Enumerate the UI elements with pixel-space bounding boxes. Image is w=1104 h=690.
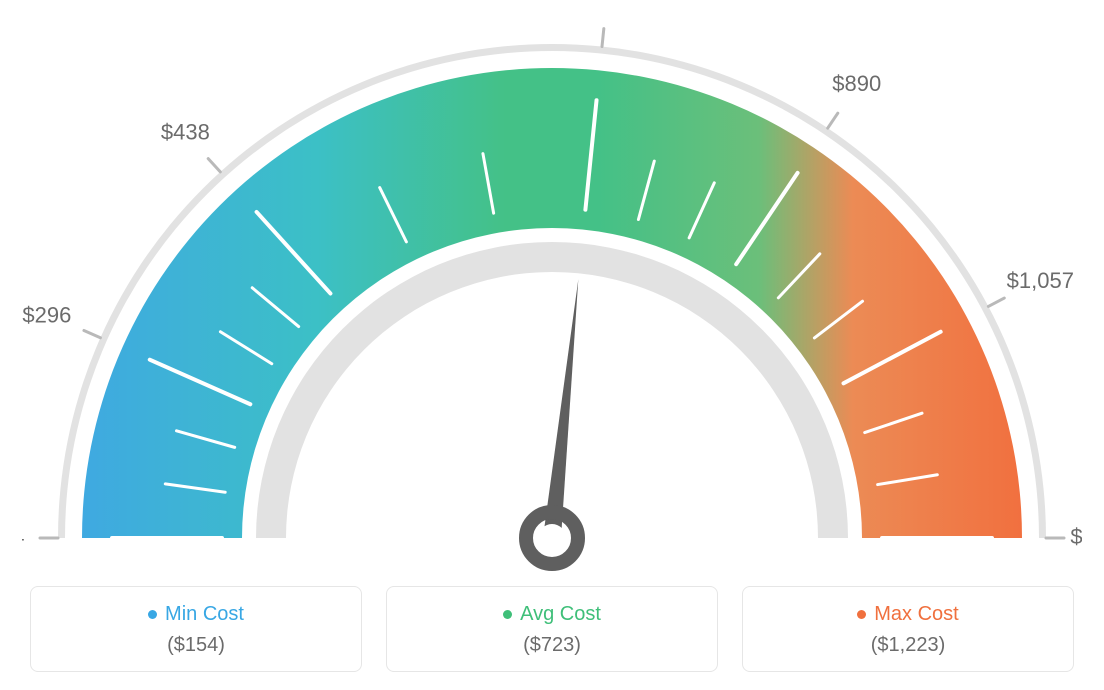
legend-max-dot: [857, 610, 866, 619]
svg-text:$1,223: $1,223: [1070, 524, 1082, 549]
legend-max-value: ($1,223): [871, 634, 946, 657]
legend-max-label: Max Cost: [874, 603, 958, 626]
legend-min-label: Min Cost: [165, 603, 244, 626]
legend-avg-value: ($723): [523, 634, 581, 657]
legend-max-card: Max Cost ($1,223): [742, 586, 1074, 672]
legend-min-dot: [148, 610, 157, 619]
svg-text:$1,057: $1,057: [1007, 268, 1074, 293]
legend-min-top: Min Cost: [148, 603, 244, 626]
legend-avg-label: Avg Cost: [520, 603, 601, 626]
svg-text:$890: $890: [832, 71, 881, 96]
legend-avg-dot: [503, 610, 512, 619]
svg-text:$296: $296: [22, 303, 71, 328]
legend-avg-top: Avg Cost: [503, 603, 601, 626]
legend-row: Min Cost ($154) Avg Cost ($723) Max Cost…: [0, 586, 1104, 672]
gauge: $154$296$438$723$890$1,057$1,223: [22, 18, 1082, 578]
gauge-chart-container: $154$296$438$723$890$1,057$1,223 Min Cos…: [0, 0, 1104, 690]
svg-text:$438: $438: [161, 119, 210, 144]
legend-avg-card: Avg Cost ($723): [386, 586, 718, 672]
legend-max-top: Max Cost: [857, 603, 958, 626]
svg-text:$154: $154: [22, 524, 24, 549]
legend-min-value: ($154): [167, 634, 225, 657]
legend-min-card: Min Cost ($154): [30, 586, 362, 672]
